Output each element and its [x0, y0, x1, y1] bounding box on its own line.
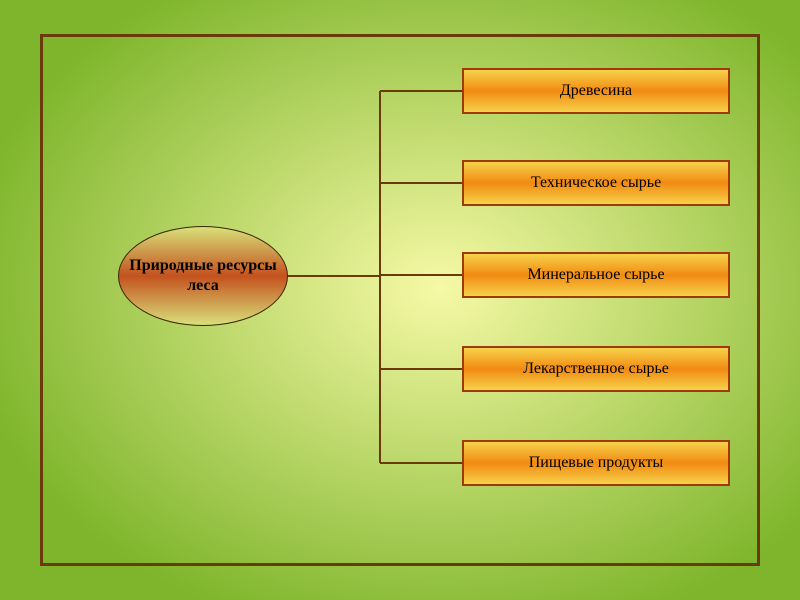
connector-h	[288, 275, 380, 277]
branch-box: Древесина	[462, 68, 730, 114]
connector-v	[379, 91, 381, 463]
branch-box-label: Минеральное сырье	[527, 266, 664, 284]
branch-box: Лекарственное сырье	[462, 346, 730, 392]
connector-h	[380, 462, 462, 464]
diagram-canvas: Природные ресурсы леса Древесина Техничес…	[0, 0, 800, 600]
central-node-label: Природные ресурсы леса	[119, 256, 287, 296]
connector-h	[380, 90, 462, 92]
branch-box-label: Древесина	[560, 82, 632, 100]
branch-box: Пищевые продукты	[462, 440, 730, 486]
connector-h	[380, 182, 462, 184]
branch-box: Техническое сырье	[462, 160, 730, 206]
connector-h	[380, 274, 462, 276]
branch-box-label: Техническое сырье	[531, 174, 661, 192]
branch-box-label: Пищевые продукты	[529, 454, 664, 472]
branch-box: Минеральное сырье	[462, 252, 730, 298]
connector-h	[380, 368, 462, 370]
branch-box-label: Лекарственное сырье	[523, 360, 669, 378]
central-node: Природные ресурсы леса	[118, 226, 288, 326]
